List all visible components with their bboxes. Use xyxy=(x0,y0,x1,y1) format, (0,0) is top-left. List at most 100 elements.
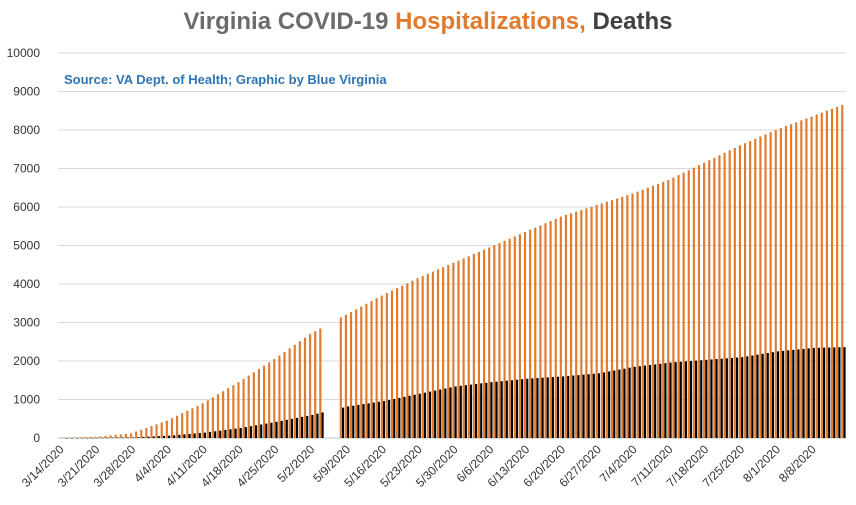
deaths-bar xyxy=(423,392,427,438)
deaths-bar xyxy=(101,437,104,439)
hospitalizations-bar xyxy=(232,385,235,438)
hospitalizations-bar xyxy=(247,375,250,438)
deaths-bar xyxy=(362,404,365,438)
deaths-bar xyxy=(710,359,713,438)
hospitalizations-bar xyxy=(68,437,71,439)
deaths-bar xyxy=(116,437,119,439)
hospitalizations-bar xyxy=(764,134,767,438)
hospitalizations-bar xyxy=(416,278,419,438)
deaths-bar xyxy=(521,379,524,438)
deaths-bar xyxy=(459,385,462,438)
hospitalizations-bar xyxy=(534,227,537,438)
hospitalizations-bar xyxy=(759,136,762,438)
hospitalizations-bar xyxy=(160,422,163,438)
hospitalizations-bar xyxy=(667,180,670,439)
deaths-bar xyxy=(183,434,186,438)
deaths-bar xyxy=(439,389,442,438)
hospitalizations-bar xyxy=(181,413,184,438)
deaths-bar xyxy=(485,382,488,438)
deaths-bar xyxy=(659,363,662,438)
deaths-bar xyxy=(618,369,621,438)
hospitalizations-bar xyxy=(94,436,97,438)
deaths-bar xyxy=(96,437,99,439)
deaths-bar xyxy=(382,401,386,438)
hospitalizations-bar xyxy=(452,262,455,438)
hospitalizations-bar xyxy=(769,132,772,438)
hospitalizations-bar xyxy=(124,433,127,438)
deaths-bar xyxy=(828,347,831,438)
deaths-bar xyxy=(812,347,815,438)
deaths-bar xyxy=(500,381,503,438)
hospitalizations-bar xyxy=(718,155,721,438)
deaths-bar xyxy=(178,434,181,438)
hospitalizations-bar xyxy=(237,382,240,438)
hospitalizations-bar xyxy=(636,191,639,438)
deaths-bar xyxy=(526,378,529,438)
hospitalizations-bar xyxy=(401,285,404,438)
deaths-bar xyxy=(203,432,206,438)
deaths-bar xyxy=(628,367,631,438)
hospitalizations-bar xyxy=(810,116,813,439)
title-part-hospitalizations: Hospitalizations, xyxy=(395,8,586,35)
deaths-bar xyxy=(735,357,739,438)
x-tick-label: 8/1/2020 xyxy=(740,442,783,485)
deaths-bar xyxy=(157,436,160,438)
y-tick-label: 6000 xyxy=(13,200,40,214)
deaths-bar xyxy=(669,362,672,438)
hospitalizations-bar xyxy=(610,200,614,438)
deaths-bar xyxy=(239,427,242,438)
hospitalizations-bar xyxy=(63,437,66,439)
deaths-bar xyxy=(219,430,222,438)
hospitalizations-bar xyxy=(385,293,388,438)
hospitalizations-bar xyxy=(779,128,782,438)
deaths-bar xyxy=(449,387,452,438)
hospitalizations-bar xyxy=(73,437,76,438)
hospitalizations-bar xyxy=(723,152,726,438)
deaths-bar xyxy=(434,390,437,438)
deaths-bar xyxy=(295,417,299,438)
hospitalizations-bar xyxy=(119,434,122,438)
deaths-bar xyxy=(469,384,473,438)
hospitalizations-bar xyxy=(651,185,655,438)
deaths-bar xyxy=(311,414,314,438)
hospitalizations-bar xyxy=(687,170,690,438)
hospitalizations-bar xyxy=(360,306,363,438)
deaths-bar xyxy=(505,380,508,438)
hospitalizations-bar xyxy=(498,243,501,438)
hospitalizations-bar xyxy=(836,106,839,439)
deaths-bar xyxy=(255,425,258,438)
deaths-bar xyxy=(106,437,109,439)
deaths-bar xyxy=(388,400,391,438)
deaths-bar xyxy=(608,371,611,438)
hospitalizations-bar xyxy=(175,415,179,438)
hospitalizations-bar xyxy=(298,341,301,438)
deaths-bar xyxy=(137,437,140,438)
hospitalizations-bar xyxy=(549,221,552,438)
deaths-bar xyxy=(418,393,421,438)
deaths-bar xyxy=(152,436,155,438)
deaths-bar xyxy=(198,433,201,438)
deaths-bar xyxy=(633,366,636,438)
deaths-bar xyxy=(408,395,411,438)
y-tick-label: 8000 xyxy=(13,123,40,137)
hospitalizations-bar xyxy=(733,147,736,438)
deaths-bar xyxy=(214,431,217,438)
hospitalizations-bar xyxy=(170,418,174,438)
deaths-bar xyxy=(352,405,355,438)
hospitalizations-bar xyxy=(380,295,383,438)
hospitalizations-bar xyxy=(800,120,803,438)
hospitalizations-bar xyxy=(575,211,578,438)
hospitalizations-bar xyxy=(145,427,148,438)
hospitalizations-bar xyxy=(708,160,711,439)
hospitalizations-bar xyxy=(646,187,649,438)
hospitalizations-bar xyxy=(672,177,675,438)
hospitalizations-bar xyxy=(580,210,583,438)
deaths-bar xyxy=(751,355,754,438)
deaths-bar xyxy=(587,374,590,438)
deaths-bar xyxy=(807,348,810,438)
deaths-bar xyxy=(546,377,549,438)
hospitalizations-bar xyxy=(252,372,255,438)
deaths-bar xyxy=(142,436,145,438)
title-part-virginia: Virginia COVID-19 xyxy=(183,8,396,35)
